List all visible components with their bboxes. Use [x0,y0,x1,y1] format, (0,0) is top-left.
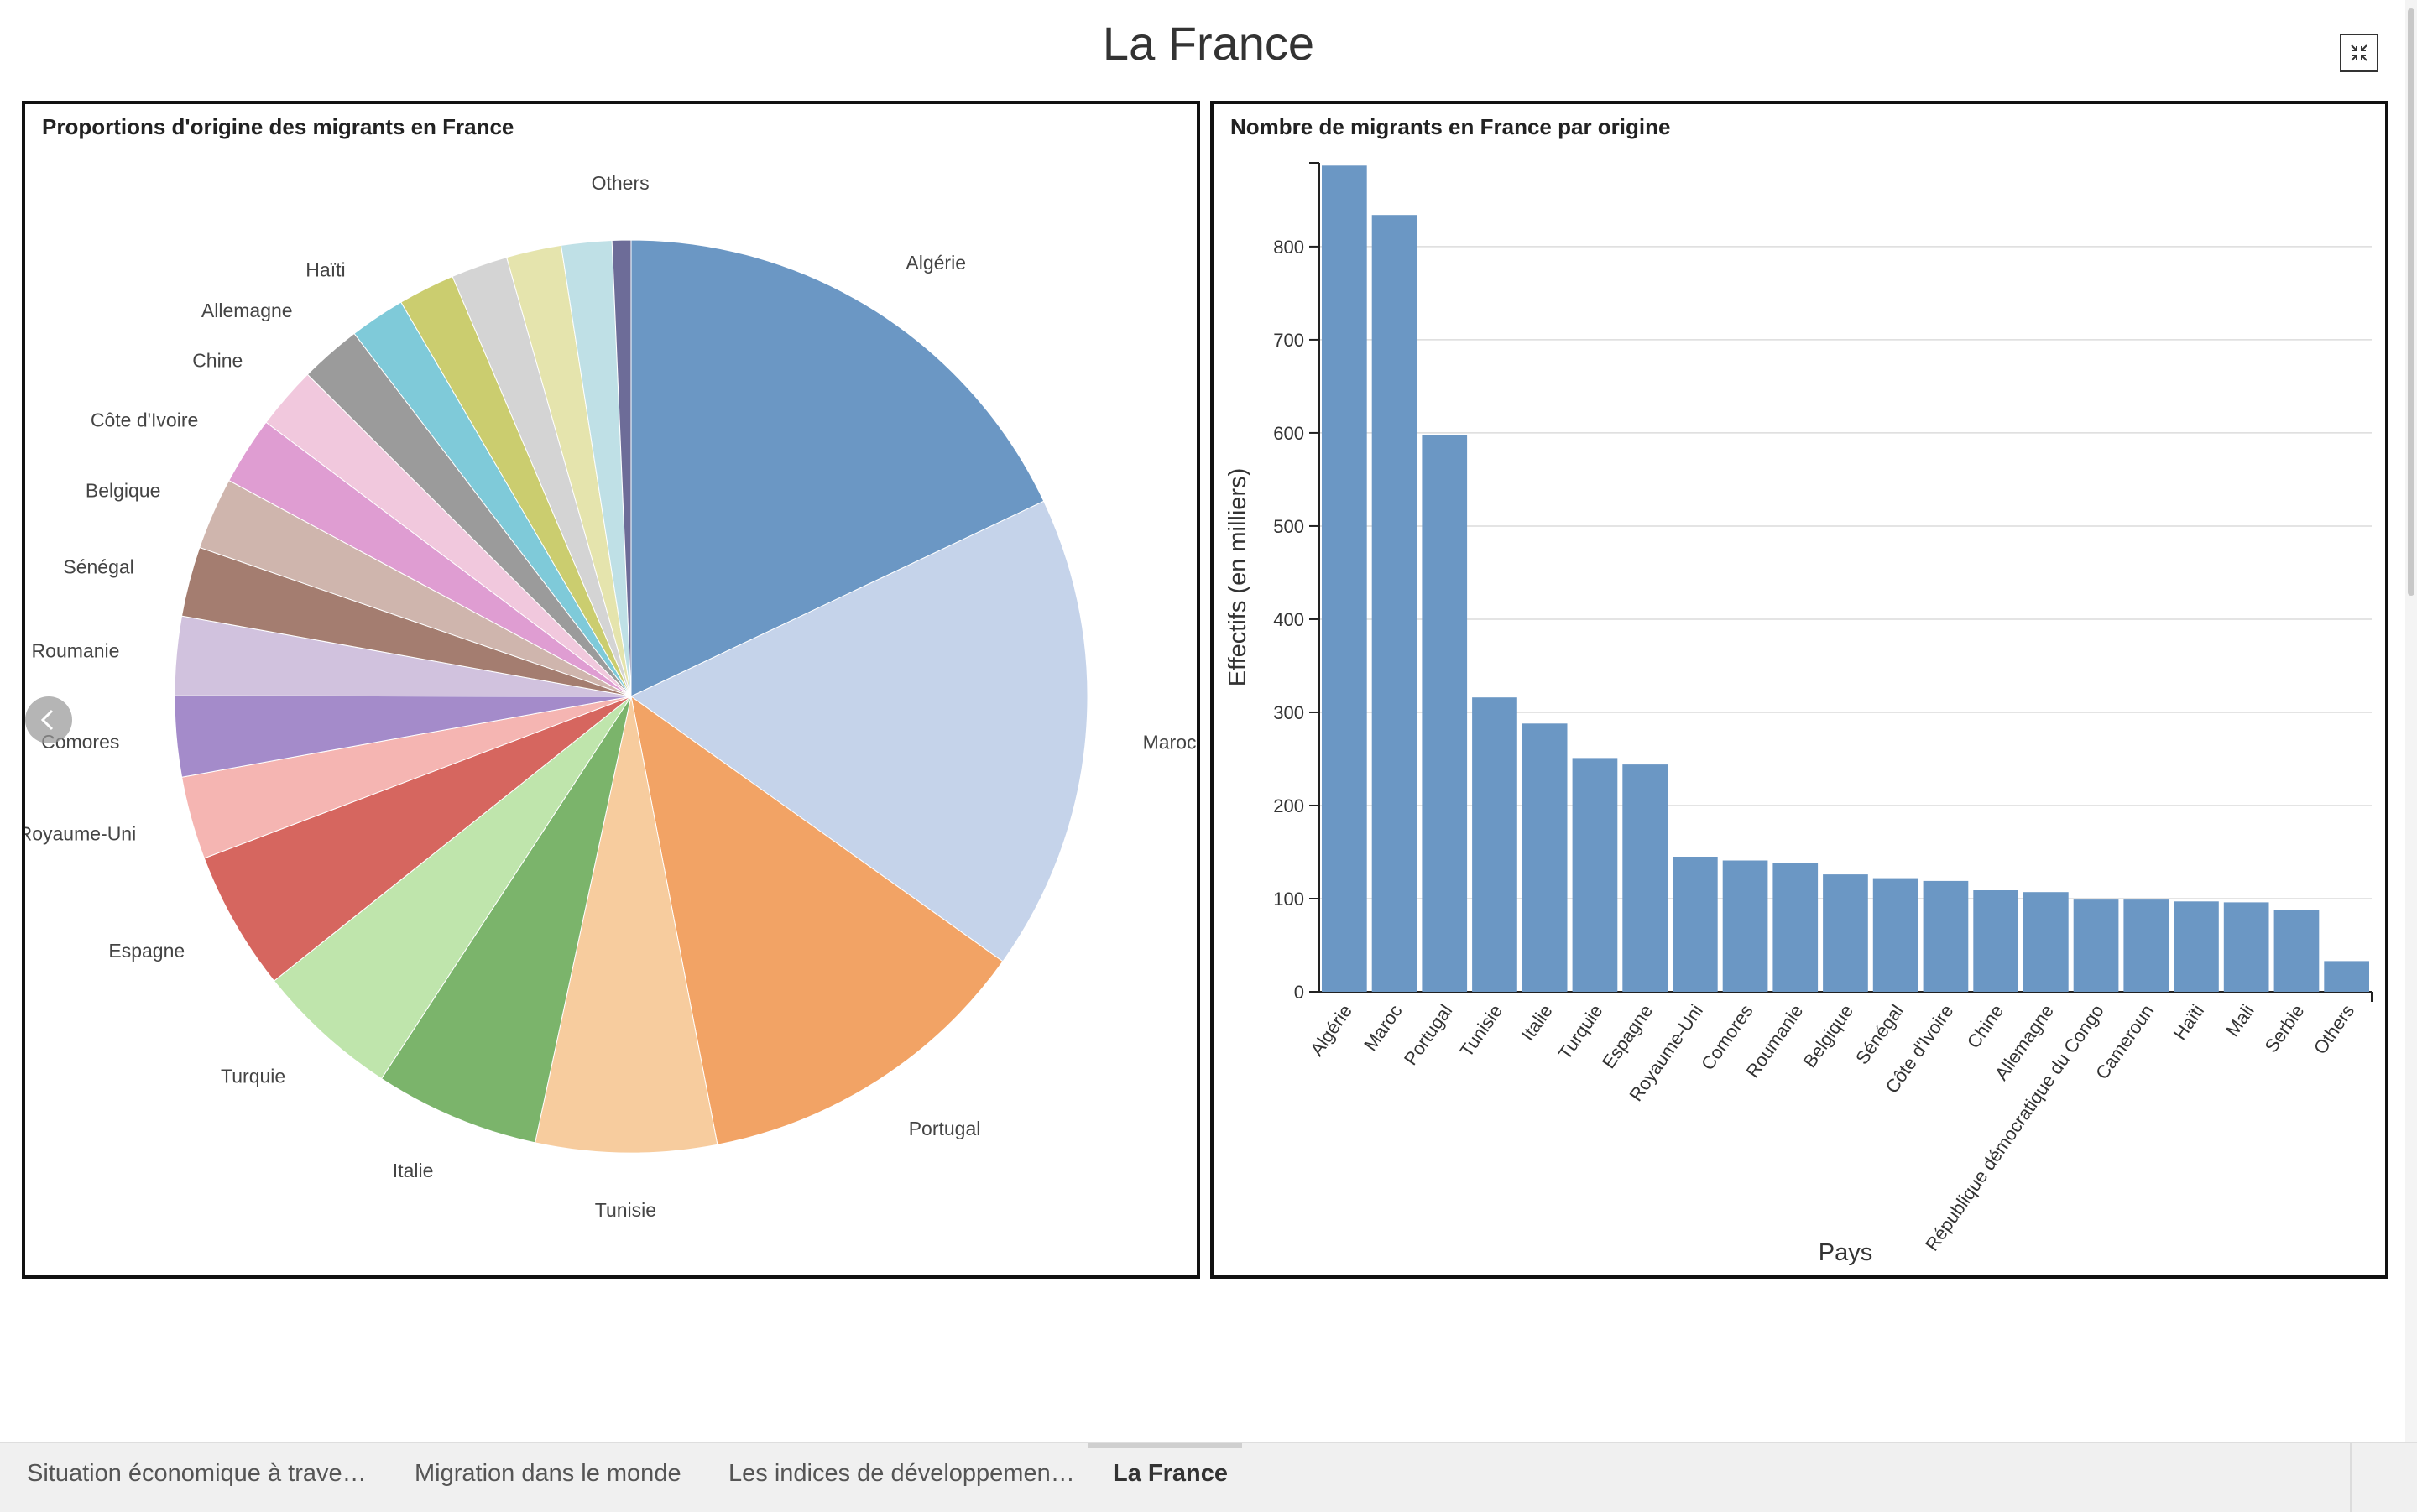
x-tick-label-portugal: Portugal [1400,1001,1456,1069]
bar-italie[interactable] [1522,723,1568,992]
bar-portugal[interactable] [1422,435,1468,992]
pie-slice-algerie[interactable] [630,239,1045,697]
pie-label-senegal: Sénégal [63,556,133,578]
bar-turquie[interactable] [1572,758,1618,992]
bar-cote-d-ivoire[interactable] [1923,880,1969,992]
y-tick-label: 700 [1273,330,1304,351]
active-tab-indicator [1088,1443,1242,1448]
bar-allemagne[interactable] [2023,892,2069,992]
x-axis-title: Pays [1819,1239,1872,1266]
pie-label-maroc: Maroc [1143,731,1197,753]
bar-senegal[interactable] [1872,878,1918,992]
bar-mali[interactable] [2223,902,2269,992]
tab-bar-divider [2350,1443,2352,1512]
bar-serbie[interactable] [2273,910,2320,992]
pie-slice-tunisie[interactable] [534,696,718,1154]
bar-haiti[interactable] [2174,901,2219,992]
bar-tunisie[interactable] [1472,697,1517,992]
pie-label-chine: Chine [192,349,243,371]
y-tick-label: 500 [1273,516,1304,537]
y-tick-label: 200 [1273,795,1304,816]
tab-migration-monde[interactable]: Migration dans le monde [415,1460,681,1487]
pie-label-portugal: Portugal [909,1118,981,1139]
bar-republique-democratique-du-congo[interactable] [2073,899,2119,992]
x-tick-label-italie: Italie [1517,1001,1557,1045]
bar-royaume-uni[interactable] [1673,857,1718,992]
bar-maroc[interactable] [1371,215,1417,992]
tab-indices-developpement[interactable]: Les indices de développemen… [728,1460,1075,1487]
x-tick-label-serbie: Serbie [2261,1001,2309,1056]
bar-chart: 0 100 200 300 400 500 600 700 800 Algérie MarocPor… [1224,162,2373,1266]
pie-label-belgique: Belgique [86,480,161,502]
pie-label-espagne: Espagne [108,940,185,962]
bar-chart-title: Nombre de migrants en France par origine [1230,114,1671,139]
x-tick-label-mali: Mali [2221,1001,2258,1040]
pie-slice-espagne[interactable] [203,696,632,982]
y-tick-label: 300 [1273,702,1304,723]
bar-espagne[interactable] [1622,764,1668,992]
pie-label-haiti: Haïti [305,258,345,280]
x-tick-label-tunisie: Tunisie [1455,1001,1506,1061]
bar-comores[interactable] [1722,860,1768,993]
bar-roumanie[interactable] [1772,863,1819,992]
pie-label-turquie: Turquie [221,1066,285,1087]
pie-label-allemagne: Allemagne [201,300,293,321]
pie-label-italie: Italie [393,1160,434,1181]
y-tick-label: 100 [1273,889,1304,910]
bar-chart-panel: Nombre de migrants en France par origine… [1210,101,2388,1279]
pie-chart-title: Proportions d'origine des migrants en Fr… [42,114,514,139]
pie-label-tunisie: Tunisie [595,1199,656,1221]
bar-belgique[interactable] [1823,874,1868,992]
collapse-icon [2351,44,2367,61]
pie-slice-turquie[interactable] [273,696,632,1080]
pie-label-algerie: Algérie [906,252,966,274]
x-tick-label-senegal: Sénégal [1851,1001,1908,1068]
scrollbar-thumb[interactable] [2408,8,2414,596]
y-tick-label: 800 [1273,237,1304,258]
pie-slice-others[interactable] [611,239,632,697]
x-tick-label-maroc: Maroc [1360,1001,1407,1055]
pie-slice-maroc[interactable] [630,500,1088,962]
pie-chart: Algérie Maroc Portugal Tunisie Italie Turquie… [25,172,1197,1221]
y-tick-label: 0 [1294,982,1304,1003]
pie-label-cote-d-ivoire: Côte d'Ivoire [91,409,198,431]
x-tick-label-chine: Chine [1963,1001,2007,1052]
previous-slide-button[interactable] [25,696,72,743]
x-tick-label-belgique: Belgique [1798,1001,1857,1071]
tab-situation-economique[interactable]: Situation économique à trave… [27,1460,367,1487]
x-tick-label-turquie: Turquie [1554,1001,1607,1064]
bar-chine[interactable] [1973,890,2018,992]
pie-slice-italie[interactable] [380,696,632,1144]
bar-algerie[interactable] [1322,165,1367,993]
pie-slice-portugal[interactable] [630,695,1004,1145]
page-title: La France [1102,17,1315,70]
pie-label-royaume-uni: Royaume-Uni [25,822,136,844]
vertical-scrollbar[interactable] [2405,0,2417,1443]
pie-chart-panel: Proportions d'origine des migrants en Fr… [22,101,1200,1279]
pie-label-roumanie: Roumanie [32,639,120,661]
chevron-left-icon [40,709,54,731]
sheet-tab-bar: Situation économique à trave… Migration … [0,1442,2417,1512]
pie-label-others: Others [592,172,650,194]
tab-la-france[interactable]: La France [1113,1460,1228,1487]
y-tick-label: 600 [1273,423,1304,444]
bar-cameroun[interactable] [2123,899,2169,992]
bar-others[interactable] [2324,961,2369,992]
y-axis-title: Effectifs (en milliers) [1224,468,1251,687]
x-tick-label-others: Others [2310,1001,2358,1058]
x-tick-label-haiti: Haïti [2169,1001,2208,1044]
x-tick-label-algerie: Algérie [1306,1001,1356,1060]
y-tick-label: 400 [1273,609,1304,630]
exit-fullscreen-button[interactable] [2340,34,2378,72]
